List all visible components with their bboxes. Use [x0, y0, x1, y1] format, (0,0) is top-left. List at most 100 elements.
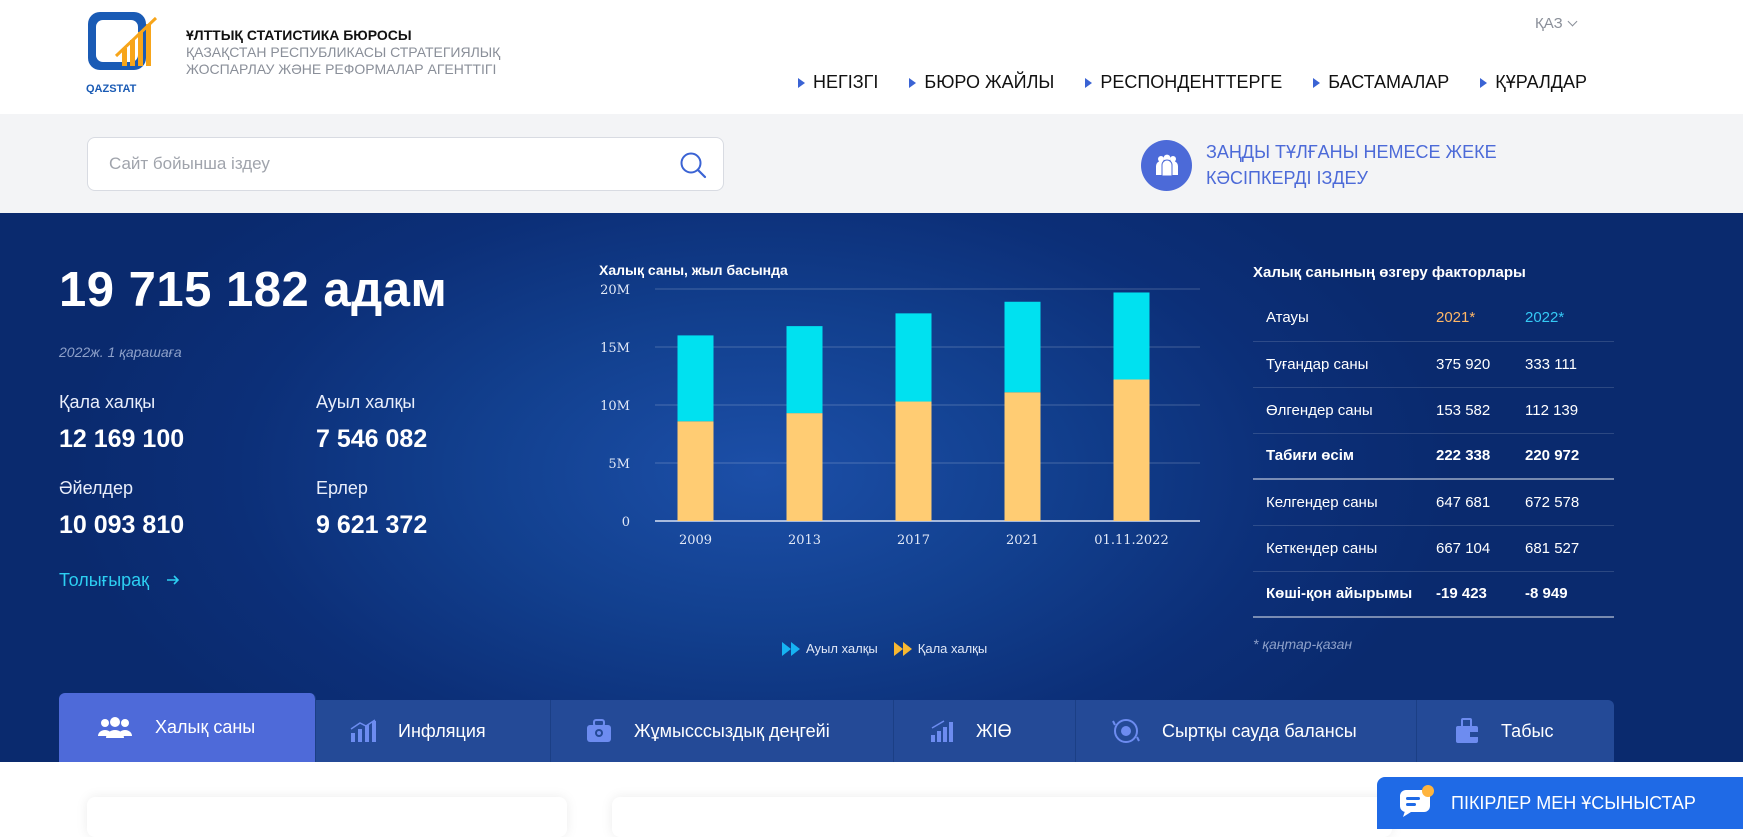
tab-trade-balance[interactable]: Сыртқы сауда балансы — [1076, 700, 1417, 762]
nav-label: НЕГІЗГІ — [813, 72, 879, 92]
row-2021: 667 104 — [1436, 525, 1525, 572]
row-2022: 112 139 — [1525, 387, 1614, 434]
wallet-icon — [1455, 718, 1479, 744]
table-row: Кеткендер саны 667 104 681 527 — [1253, 525, 1614, 572]
legal-line1: ЗАҢДЫ ТҰЛҒАНЫ НЕМЕСЕ ЖЕКЕ — [1206, 142, 1497, 162]
nav-item-respondents[interactable]: РЕСПОНДЕНТТЕРГЕ — [1085, 72, 1282, 93]
row-2022: 681 527 — [1525, 525, 1614, 572]
bar-segment — [677, 335, 714, 422]
triangle-right-icon — [909, 77, 917, 88]
triangle-right-icon — [1085, 77, 1093, 88]
row-2022: 333 111 — [1525, 341, 1614, 388]
row-2021: -19 423 — [1436, 571, 1525, 618]
x-tick-label: 2017 — [897, 533, 930, 548]
tab-label: Жұмысссыздық деңгейі — [634, 720, 830, 741]
urban-value: 12 169 100 — [59, 425, 185, 453]
population-total: 19 715 182 адам — [59, 263, 448, 317]
factors-header-row: Атауы 2021* 2022* — [1253, 295, 1614, 342]
x-tick-label: 2021 — [1006, 533, 1039, 548]
search-box — [87, 137, 724, 191]
bar-segment — [677, 421, 714, 521]
group-people-icon — [1141, 139, 1192, 191]
table-row: Табиғи өсім 222 338 220 972 — [1253, 433, 1614, 480]
legend-rural[interactable]: Ауыл халқы — [782, 641, 878, 656]
row-name: Туғандар саны — [1253, 341, 1436, 388]
org-name-line1: ҰЛТТЫҚ СТАТИСТИКА БЮРОСЫ — [186, 27, 412, 43]
tab-unemployment[interactable]: Жұмысссыздық деңгейі — [551, 700, 894, 762]
row-name: Көші-қон айырымы — [1253, 571, 1436, 618]
chat-bubble-icon — [1399, 784, 1437, 823]
factors-table: Атауы 2021* 2022* Туғандар саны 375 920 … — [1253, 295, 1614, 618]
org-name-line3: ЖОСПАРЛАУ ЖӘНЕ РЕФОРМАЛАР АГЕНТТІГІ — [186, 61, 497, 77]
bar-segment — [1004, 392, 1041, 521]
legend-rural-label: Ауыл халқы — [806, 641, 878, 656]
men-stat: Ерлер 9 621 372 — [316, 478, 427, 540]
row-2022: 672 578 — [1525, 479, 1614, 526]
row-2021: 647 681 — [1436, 479, 1525, 526]
site-header: QAZSTAT ҰЛТТЫҚ СТАТИСТИКА БЮРОСЫ ҚАЗАҚСТ… — [0, 0, 1743, 114]
bar-segment — [895, 313, 932, 402]
bar-segment — [786, 326, 823, 414]
chevron-down-icon — [1567, 16, 1578, 27]
nav-item-tools[interactable]: ҚҰРАЛДАР — [1480, 72, 1587, 93]
tab-population[interactable]: Халық саны — [59, 693, 316, 762]
double-arrow-icon — [893, 641, 912, 656]
legend-urban-label: Қала халқы — [917, 641, 988, 656]
nav-item-initiatives[interactable]: БАСТАМАЛАР — [1313, 72, 1449, 93]
y-tick-label: 20M — [600, 283, 630, 298]
row-2022: -8 949 — [1525, 571, 1614, 618]
more-link[interactable]: Толығырақ — [59, 570, 180, 591]
language-selector[interactable]: ҚАЗ — [1535, 15, 1578, 32]
col-2021-header: 2021* — [1436, 295, 1525, 342]
bar-segment — [1113, 292, 1150, 380]
tab-label: Халық саны — [155, 717, 256, 737]
x-tick-label: 01.11.2022 — [1094, 533, 1168, 548]
population-bar-chart: 0 5M 10M 15M 20M 2009 2013 2017 2021 01.11.2022 — [600, 283, 1200, 548]
tab-gdp[interactable]: ЖІӨ — [894, 700, 1076, 762]
tab-label: ЖІӨ — [976, 720, 1012, 741]
row-name: Табиғи өсім — [1253, 433, 1436, 480]
feedback-button[interactable]: ПІКІРЛЕР МЕН ҰСЫНЫСТАР — [1377, 777, 1743, 829]
x-tick-label: 2013 — [788, 533, 821, 548]
triangle-right-icon — [1480, 77, 1488, 88]
qazstat-logo[interactable]: QAZSTAT — [86, 10, 162, 94]
search-input[interactable] — [109, 154, 669, 174]
chart-legend: Ауыл халқы Қала халқы — [782, 641, 987, 656]
main-nav: НЕГІЗГІ БЮРО ЖАЙЛЫ РЕСПОНДЕНТТЕРГЕ БАСТА… — [798, 72, 1587, 93]
table-row: Өлгендер саны 153 582 112 139 — [1253, 387, 1614, 434]
row-2021: 375 920 — [1436, 341, 1525, 388]
y-tick-label: 0 — [622, 515, 630, 530]
population-hero: 19 715 182 адам 2022ж. 1 қарашаға Қала х… — [0, 213, 1743, 762]
nav-label: ҚҰРАЛДАР — [1495, 72, 1587, 92]
chart-title: Халық саны, жыл басында — [599, 262, 788, 278]
row-2022: 220 972 — [1525, 433, 1614, 480]
women-stat: Әйелдер 10 093 810 — [59, 478, 184, 540]
bar-segment — [786, 413, 823, 521]
y-tick-label: 10M — [600, 399, 630, 414]
col-name-header: Атауы — [1253, 295, 1436, 342]
nav-label: БЮРО ЖАЙЛЫ — [924, 72, 1055, 92]
logo-text: QAZSTAT — [86, 83, 137, 94]
factors-title: Халық санының өзгеру факторлары — [1253, 264, 1526, 281]
double-arrow-icon — [782, 641, 800, 656]
nav-item-about[interactable]: БЮРО ЖАЙЛЫ — [909, 72, 1054, 93]
nav-item-home[interactable]: НЕГІЗГІ — [798, 72, 878, 93]
tab-income[interactable]: Табыс — [1417, 700, 1614, 762]
briefcase-icon — [586, 718, 612, 744]
tab-inflation[interactable]: Инфляция — [316, 700, 551, 762]
table-row: Келгендер саны 647 681 672 578 — [1253, 479, 1614, 526]
urban-stat: Қала халқы 12 169 100 — [59, 392, 184, 454]
legend-urban[interactable]: Қала халқы — [893, 641, 988, 656]
indicator-tabs: Халық саны Инфляция Жұмысссыздық деңгейі… — [59, 693, 1614, 762]
legal-entity-search-link[interactable]: ЗАҢДЫ ТҰЛҒАНЫ НЕМЕСЕ ЖЕКЕ КӘСІПКЕРДІ ІЗД… — [1141, 139, 1506, 191]
tab-label: Инфляция — [398, 720, 486, 741]
y-tick-label: 15M — [600, 341, 630, 356]
y-tick-label: 5M — [608, 457, 630, 472]
men-value: 9 621 372 — [316, 511, 428, 539]
rural-label: Ауыл халқы — [316, 392, 416, 412]
feedback-label: ПІКІРЛЕР МЕН ҰСЫНЫСТАР — [1451, 792, 1696, 813]
bar-segment — [1113, 379, 1150, 521]
triangle-right-icon — [1313, 77, 1321, 88]
search-icon[interactable] — [679, 151, 707, 179]
men-label: Ерлер — [316, 478, 368, 498]
